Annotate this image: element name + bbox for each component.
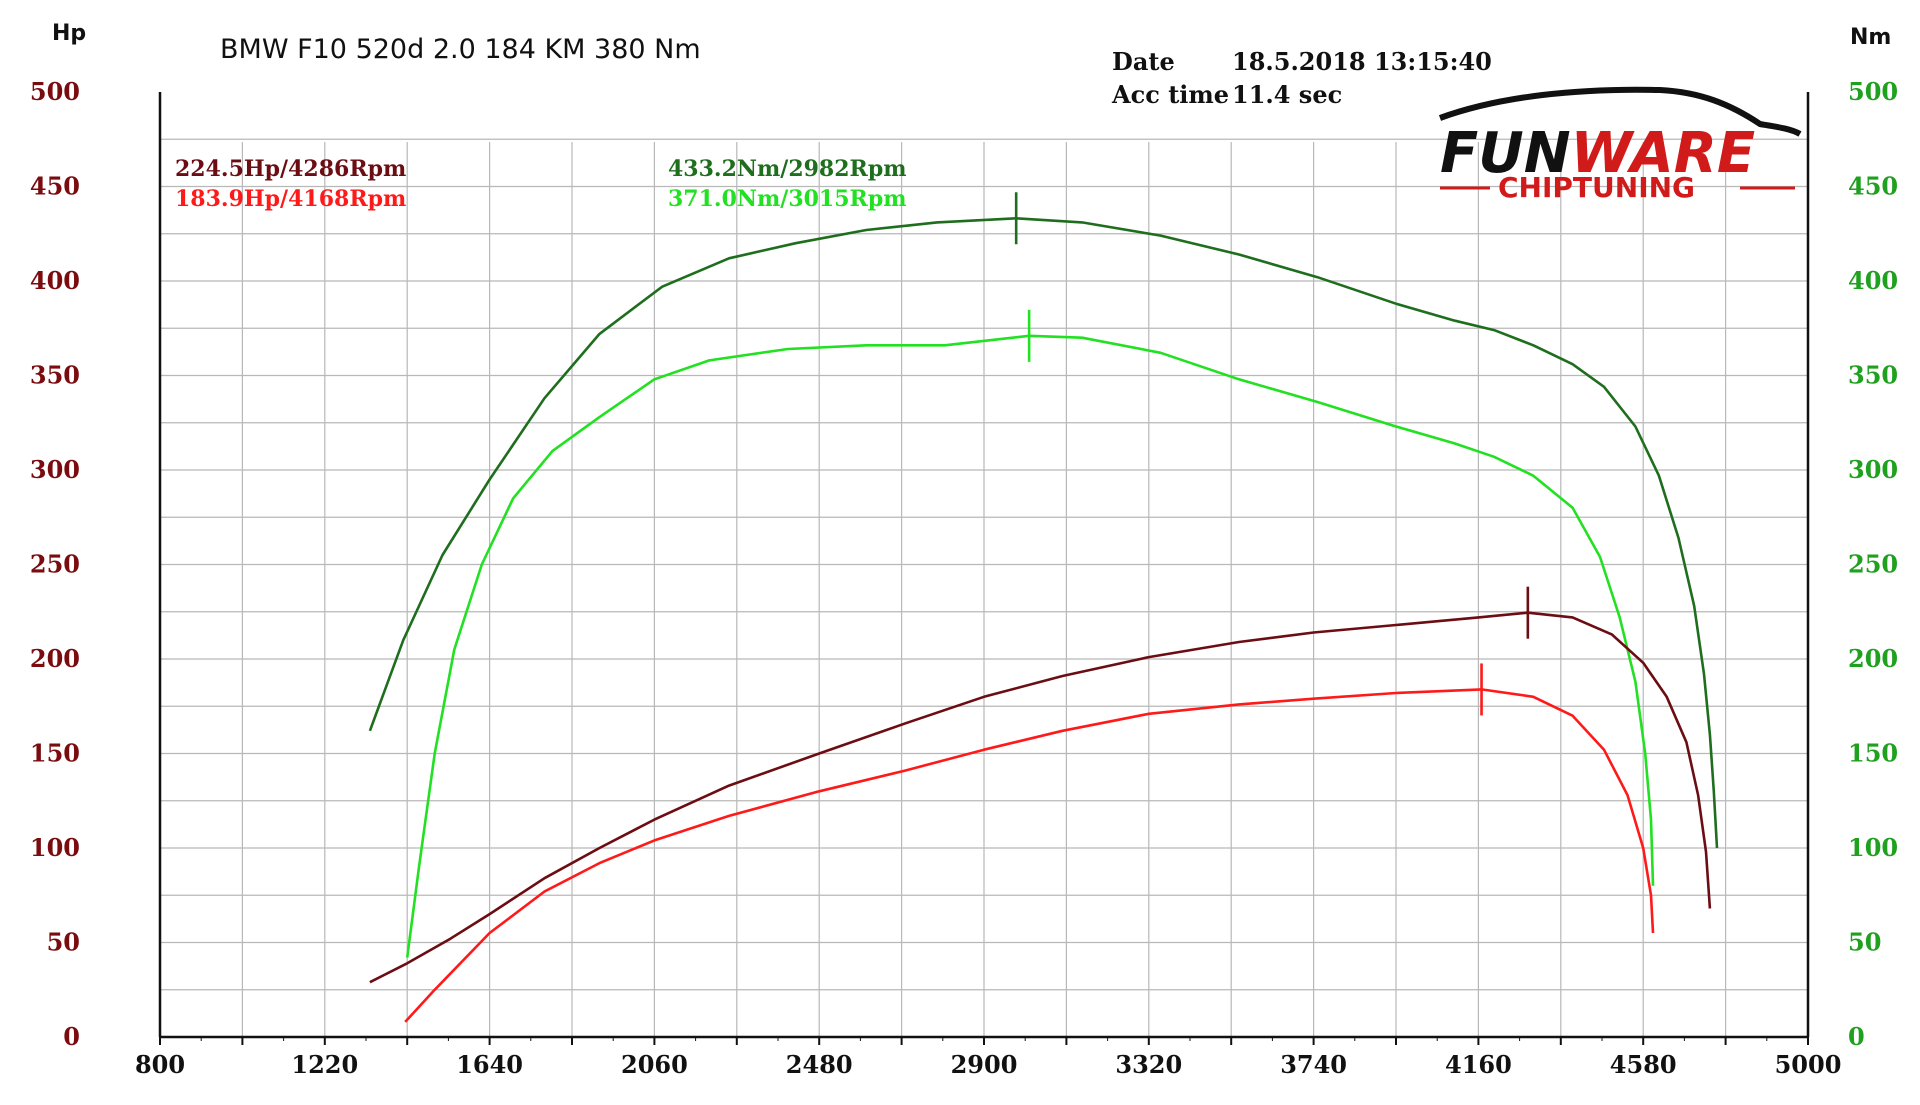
acc-time-label: Acc time bbox=[1111, 80, 1229, 109]
y-left-tick-label: 450 bbox=[30, 172, 80, 201]
annotation-nm-tuned: 433.2Nm/2982Rpm bbox=[668, 156, 907, 182]
chart-ticks: 800 1220 1640 2060 2480 2900 3320 3740 4160 4580 5… bbox=[30, 77, 1898, 1079]
y-left-tick-label: 250 bbox=[30, 550, 80, 579]
y-right-tick-label: 500 bbox=[1848, 77, 1898, 106]
chart-grid bbox=[160, 138, 1808, 1037]
annotation-hp-tuned: 224.5Hp/4286Rpm bbox=[175, 156, 406, 182]
y-right-tick-label: 50 bbox=[1848, 928, 1881, 957]
y-right-tick-label: 350 bbox=[1848, 361, 1898, 390]
series-line-hp_stock bbox=[404, 688, 1655, 1023]
logo-tagline: CHIPTUNING bbox=[1498, 171, 1695, 204]
x-tick-label: 3740 bbox=[1280, 1050, 1347, 1079]
y-left-tick-label: 500 bbox=[30, 77, 80, 106]
annotation-hp-stock: 183.9Hp/4168Rpm bbox=[175, 186, 406, 212]
y-left-tick-label: 50 bbox=[47, 928, 80, 957]
y-left-tick-label: 100 bbox=[30, 833, 80, 862]
y-right-tick-label: 100 bbox=[1848, 833, 1898, 862]
x-tick-label: 1640 bbox=[456, 1050, 523, 1079]
y-right-tick-label: 0 bbox=[1848, 1022, 1865, 1051]
logo-brand-red: WARE bbox=[1571, 121, 1756, 186]
svg-text:FUNWARE: FUNWARE bbox=[1440, 121, 1755, 186]
y-right-tick-label: 250 bbox=[1848, 550, 1898, 579]
y-left-tick-label: 300 bbox=[30, 455, 80, 484]
funware-logo: FUNWARE CHIPTUNING bbox=[1438, 86, 1802, 204]
x-tick-label: 2480 bbox=[786, 1050, 853, 1079]
y-right-tick-label: 300 bbox=[1848, 455, 1898, 484]
right-axis-unit: Nm bbox=[1850, 25, 1891, 50]
chart-title: BMW F10 520d 2.0 184 KM 380 Nm bbox=[220, 34, 701, 65]
acc-time-value: 11.4 sec bbox=[1232, 80, 1342, 109]
y-left-tick-label: 150 bbox=[30, 739, 80, 768]
x-tick-label: 4160 bbox=[1445, 1050, 1512, 1079]
left-axis-unit: Hp bbox=[52, 21, 86, 46]
series-line-nm_stock bbox=[405, 334, 1655, 958]
x-tick-label: 1220 bbox=[291, 1050, 358, 1079]
series-line-hp_tuned bbox=[369, 611, 1712, 984]
chart-series bbox=[368, 217, 1719, 1023]
logo-brand-black: FUN bbox=[1440, 121, 1571, 186]
series-line-nm_tuned bbox=[368, 217, 1719, 849]
peak-markers bbox=[1014, 192, 1530, 716]
x-tick-label: 5000 bbox=[1775, 1050, 1842, 1079]
x-tick-label: 3320 bbox=[1115, 1050, 1182, 1079]
car-silhouette-icon bbox=[1438, 86, 1802, 137]
y-right-tick-label: 450 bbox=[1848, 172, 1898, 201]
x-tick-label: 2900 bbox=[951, 1050, 1018, 1079]
x-tick-label: 2060 bbox=[621, 1050, 688, 1079]
x-tick-label: 4580 bbox=[1610, 1050, 1677, 1079]
y-left-tick-label: 350 bbox=[30, 361, 80, 390]
y-left-tick-label: 400 bbox=[30, 266, 80, 295]
y-left-tick-label: 0 bbox=[63, 1022, 80, 1051]
date-label: Date bbox=[1112, 47, 1175, 76]
y-left-tick-label: 200 bbox=[30, 644, 80, 673]
date-value: 18.5.2018 13:15:40 bbox=[1232, 47, 1492, 76]
chart-axes bbox=[158, 92, 1810, 1045]
x-tick-label: 800 bbox=[135, 1050, 185, 1079]
y-right-tick-label: 400 bbox=[1848, 266, 1898, 295]
y-right-tick-label: 150 bbox=[1848, 739, 1898, 768]
y-right-tick-label: 200 bbox=[1848, 644, 1898, 673]
annotation-nm-stock: 371.0Nm/3015Rpm bbox=[668, 186, 907, 212]
